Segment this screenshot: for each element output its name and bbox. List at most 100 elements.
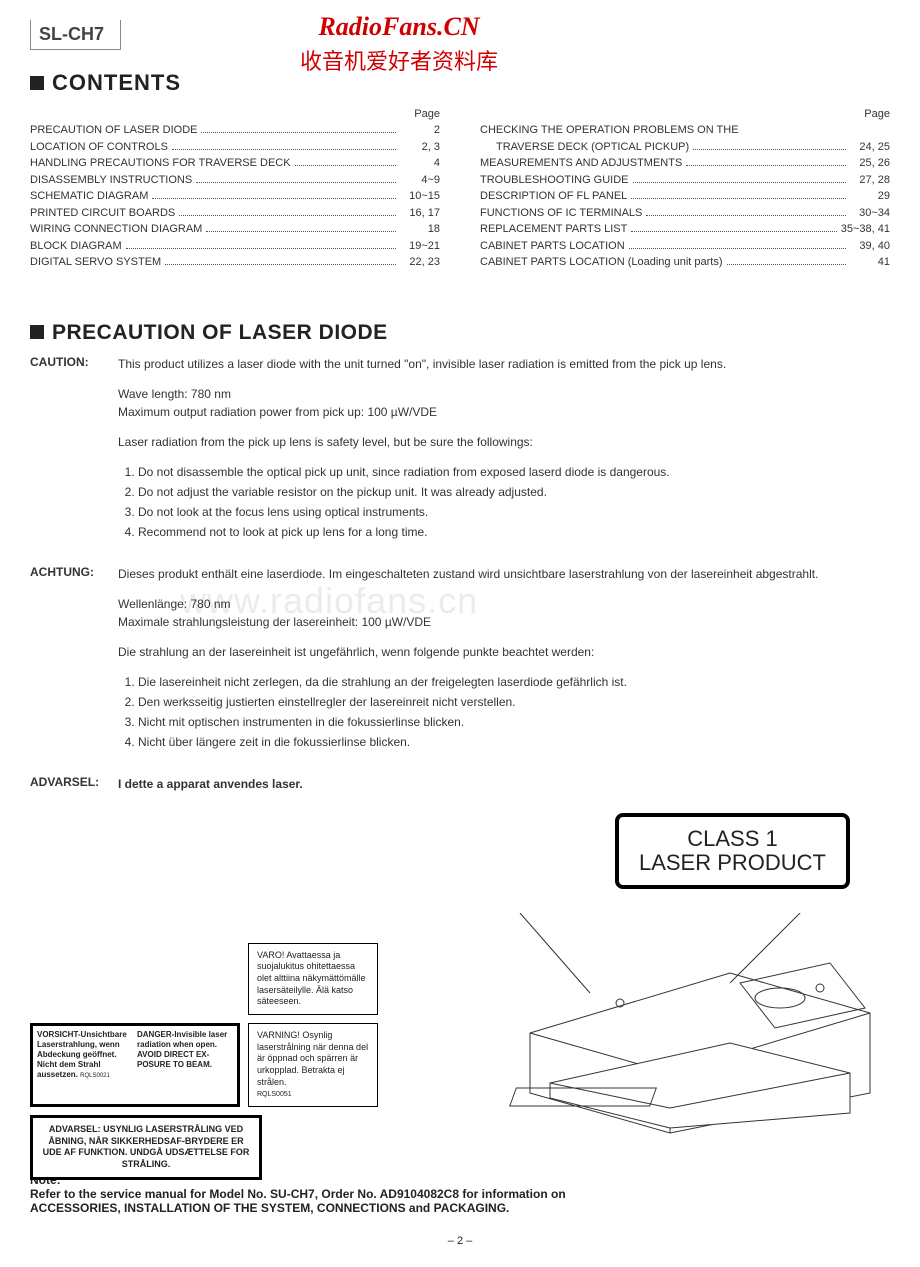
caution-body: This product utilizes a laser diode with… bbox=[118, 355, 890, 553]
toc-row: WIRING CONNECTION DIAGRAM 18 bbox=[30, 221, 440, 238]
toc-page-header: Page bbox=[480, 108, 890, 120]
toc-row: DISASSEMBLY INSTRUCTIONS 4~9 bbox=[30, 172, 440, 189]
watermark-site-en: RadioFans.CN bbox=[300, 12, 498, 42]
toc-page-header: Page bbox=[30, 108, 440, 120]
caution-label: CAUTION: bbox=[30, 355, 118, 553]
toc-dots bbox=[693, 148, 846, 150]
toc-page: 29 bbox=[850, 188, 890, 205]
toc-column-right: Page CHECKING THE OPERATION PROBLEMS ON … bbox=[480, 108, 890, 271]
toc-row: LOCATION OF CONTROLS 2, 3 bbox=[30, 139, 440, 156]
toc-label: DISASSEMBLY INSTRUCTIONS bbox=[30, 172, 192, 189]
page-number: – 2 – bbox=[20, 1235, 900, 1247]
toc-dots bbox=[646, 214, 846, 216]
caution-section: CAUTION: This product utilizes a laser d… bbox=[30, 355, 890, 793]
toc-dots bbox=[201, 131, 396, 133]
watermark-header: RadioFans.CN 收音机爱好者资料库 bbox=[300, 12, 498, 76]
toc-dots bbox=[633, 181, 846, 183]
class1-laser-label: CLASS 1LASER PRODUCT bbox=[615, 813, 850, 889]
toc-dots bbox=[206, 230, 396, 232]
toc-dots bbox=[631, 197, 846, 199]
toc-label: CABINET PARTS LOCATION bbox=[480, 238, 625, 255]
toc-page: 27, 28 bbox=[850, 172, 890, 189]
watermark-site-cn: 收音机爱好者资料库 bbox=[300, 44, 498, 76]
toc-row: CABINET PARTS LOCATION (Loading unit par… bbox=[480, 254, 890, 271]
toc-row: TROUBLESHOOTING GUIDE 27, 28 bbox=[480, 172, 890, 189]
precaution-heading: PRECAUTION OF LASER DIODE bbox=[30, 321, 900, 345]
toc-page: 22, 23 bbox=[400, 254, 440, 271]
toc-page: 39, 40 bbox=[850, 238, 890, 255]
caution-item: Do not adjust the variable resistor on t… bbox=[138, 483, 890, 501]
toc-dots bbox=[631, 230, 836, 232]
vorsicht-danger-box: VORSICHT-Unsichtbare Laserstrahlung, wen… bbox=[30, 1023, 240, 1107]
toc-page: 41 bbox=[850, 254, 890, 271]
toc-dots bbox=[126, 247, 396, 249]
toc-page: 2, 3 bbox=[400, 139, 440, 156]
toc-row: DIGITAL SERVO SYSTEM 22, 23 bbox=[30, 254, 440, 271]
toc-row: TRAVERSE DECK (OPTICAL PICKUP) 24, 25 bbox=[480, 139, 890, 156]
toc-label: LOCATION OF CONTROLS bbox=[30, 139, 168, 156]
toc-row: DESCRIPTION OF FL PANEL 29 bbox=[480, 188, 890, 205]
toc-label: DESCRIPTION OF FL PANEL bbox=[480, 188, 627, 205]
device-diagram bbox=[470, 913, 890, 1143]
toc-page: 19~21 bbox=[400, 238, 440, 255]
toc-page: 18 bbox=[400, 221, 440, 238]
toc-row: SCHEMATIC DIAGRAM 10~15 bbox=[30, 188, 440, 205]
toc-label: CHECKING THE OPERATION PROBLEMS ON THE bbox=[480, 122, 739, 139]
varning-warning-box: VARNING! Osynlig laserstrålning när denn… bbox=[248, 1023, 378, 1107]
toc-label: WIRING CONNECTION DIAGRAM bbox=[30, 221, 202, 238]
toc-page: 35~38, 41 bbox=[841, 221, 890, 238]
model-number: SL-CH7 bbox=[30, 20, 121, 50]
toc-dots bbox=[295, 164, 396, 166]
toc-page: 10~15 bbox=[400, 188, 440, 205]
toc-row: MEASUREMENTS AND ADJUSTMENTS 25, 26 bbox=[480, 155, 890, 172]
caution-item: Do not look at the focus lens using opti… bbox=[138, 503, 890, 521]
toc-label: MEASUREMENTS AND ADJUSTMENTS bbox=[480, 155, 682, 172]
caution-item: Nicht mit optischen instrumenten in die … bbox=[138, 713, 890, 731]
toc-label: PRINTED CIRCUIT BOARDS bbox=[30, 205, 175, 222]
toc-page: 24, 25 bbox=[850, 139, 890, 156]
toc-label: TRAVERSE DECK (OPTICAL PICKUP) bbox=[480, 139, 689, 156]
toc-label: HANDLING PRECAUTIONS FOR TRAVERSE DECK bbox=[30, 155, 291, 172]
toc-label: DIGITAL SERVO SYSTEM bbox=[30, 254, 161, 271]
toc-label: PRECAUTION OF LASER DIODE bbox=[30, 122, 197, 139]
advarsel-warning-box: ADVARSEL: USYNLIG LASERSTRÅLING VED ÅBNI… bbox=[30, 1115, 262, 1180]
toc-page: 25, 26 bbox=[850, 155, 890, 172]
toc-page: 4~9 bbox=[400, 172, 440, 189]
toc-row: PRECAUTION OF LASER DIODE 2 bbox=[30, 122, 440, 139]
toc-column-left: Page PRECAUTION OF LASER DIODE2LOCATION … bbox=[30, 108, 440, 271]
toc-page: 16, 17 bbox=[400, 205, 440, 222]
toc-label: CABINET PARTS LOCATION (Loading unit par… bbox=[480, 254, 723, 271]
toc-row: REPLACEMENT PARTS LIST35~38, 41 bbox=[480, 221, 890, 238]
achtung-body: Dieses produkt enthält eine laserdiode. … bbox=[118, 565, 890, 763]
toc-dots bbox=[629, 247, 846, 249]
toc-dots bbox=[165, 263, 396, 265]
toc-dots bbox=[179, 214, 396, 216]
toc-row: HANDLING PRECAUTIONS FOR TRAVERSE DECK 4 bbox=[30, 155, 440, 172]
toc-dots bbox=[727, 263, 847, 265]
caution-item: Recommend not to look at pick up lens fo… bbox=[138, 523, 890, 541]
toc-row: BLOCK DIAGRAM19~21 bbox=[30, 238, 440, 255]
toc-row: PRINTED CIRCUIT BOARDS 16, 17 bbox=[30, 205, 440, 222]
toc-dots bbox=[686, 164, 846, 166]
toc-row: CABINET PARTS LOCATION 39, 40 bbox=[480, 238, 890, 255]
square-bullet-icon bbox=[30, 325, 44, 339]
toc-page: 2 bbox=[400, 122, 440, 139]
advarsel-body: I dette a apparat anvendes laser. bbox=[118, 775, 890, 793]
caution-item: Den werksseitig justierten einstellregle… bbox=[138, 693, 890, 711]
varo-warning-box: VARO! Avattaessa ja suojalukitus ohitett… bbox=[248, 943, 378, 1015]
toc-label: SCHEMATIC DIAGRAM bbox=[30, 188, 148, 205]
toc-dots bbox=[152, 197, 396, 199]
toc-page: 30~34 bbox=[850, 205, 890, 222]
toc-label: TROUBLESHOOTING GUIDE bbox=[480, 172, 629, 189]
labels-diagram-area: CLASS 1LASER PRODUCT ADVARSEL: USYNLIG L… bbox=[30, 813, 890, 1153]
achtung-label: ACHTUNG: bbox=[30, 565, 118, 763]
note-line2: ACCESSORIES, INSTALLATION OF THE SYSTEM,… bbox=[30, 1201, 890, 1215]
square-bullet-icon bbox=[30, 76, 44, 90]
toc-dots bbox=[172, 148, 396, 150]
caution-item: Nicht über längere zeit in die fokussier… bbox=[138, 733, 890, 751]
table-of-contents: Page PRECAUTION OF LASER DIODE2LOCATION … bbox=[30, 108, 890, 271]
caution-item: Do not disassemble the optical pick up u… bbox=[138, 463, 890, 481]
toc-row: FUNCTIONS OF IC TERMINALS 30~34 bbox=[480, 205, 890, 222]
toc-page: 4 bbox=[400, 155, 440, 172]
toc-label: FUNCTIONS OF IC TERMINALS bbox=[480, 205, 642, 222]
